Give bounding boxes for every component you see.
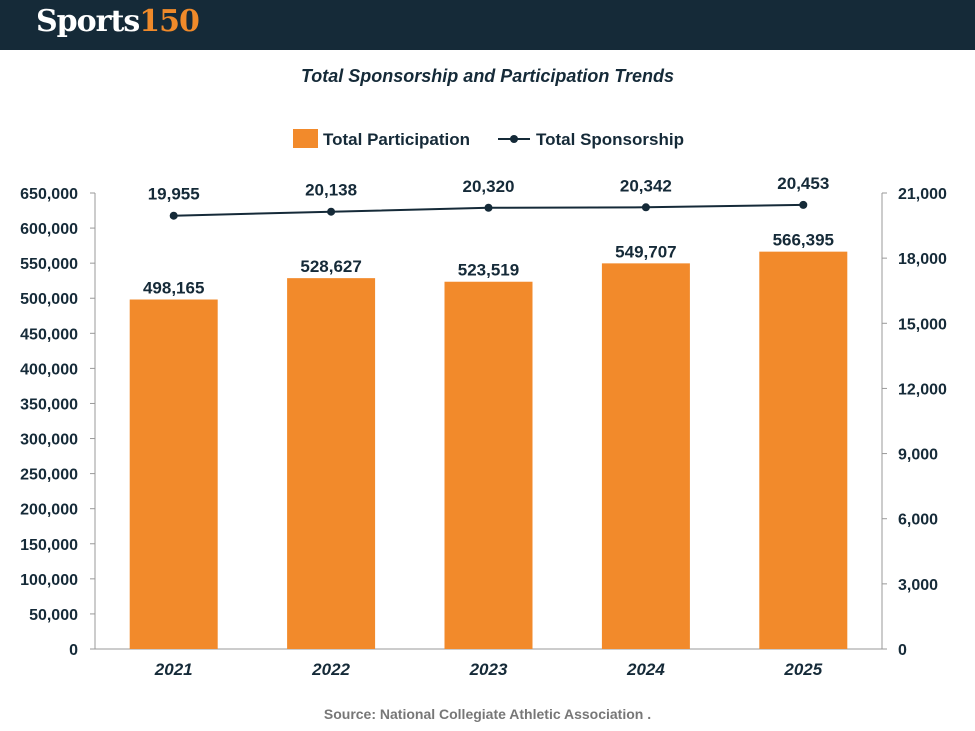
x-tick-label: 2024 [626, 660, 665, 679]
line-value-label: 20,342 [620, 176, 672, 195]
bar-2024 [601, 263, 690, 649]
bar-2022 [287, 278, 376, 649]
sponsorship-point [327, 207, 336, 216]
line-value-label: 20,320 [463, 177, 515, 196]
left-tick-label: 150,000 [20, 537, 78, 554]
source-note: Source: National Collegiate Athletic Ass… [323, 706, 652, 722]
bar-value-label: 549,707 [615, 242, 676, 261]
header-bar: Sports150 [0, 0, 975, 50]
sponsorship-point [799, 200, 808, 209]
legend-participation-label: Total Participation [323, 130, 470, 149]
line-value-label: 20,453 [777, 174, 829, 193]
left-tick-label: 650,000 [20, 186, 78, 203]
right-tick-label: 6,000 [898, 512, 938, 529]
bar-value-label: 498,165 [143, 279, 204, 298]
left-tick-label: 100,000 [20, 572, 78, 589]
left-tick-label: 300,000 [20, 432, 78, 449]
right-tick-label: 18,000 [898, 251, 947, 268]
right-tick-label: 0 [898, 642, 907, 659]
right-tick-label: 9,000 [898, 447, 938, 464]
sports150-logo[interactable]: Sports150 [36, 4, 200, 39]
bar-value-label: 528,627 [300, 257, 361, 276]
left-tick-label: 200,000 [20, 502, 78, 519]
left-tick-label: 500,000 [20, 291, 78, 308]
x-tick-label: 2021 [154, 660, 193, 679]
left-tick-label: 350,000 [20, 396, 78, 413]
chart-title: Total Sponsorship and Participation Tren… [300, 66, 675, 86]
sponsorship-point [484, 203, 493, 212]
right-tick-label: 3,000 [898, 577, 938, 594]
legend-line-marker [510, 135, 518, 143]
x-tick-label: 2023 [469, 660, 508, 679]
sponsorship-point [169, 211, 178, 220]
x-tick-label: 2025 [783, 660, 822, 679]
left-tick-label: 600,000 [20, 221, 78, 238]
bar-value-label: 523,519 [458, 261, 519, 280]
left-tick-label: 550,000 [20, 256, 78, 273]
left-tick-label: 450,000 [20, 326, 78, 343]
left-tick-label: 250,000 [20, 467, 78, 484]
left-tick-label: 50,000 [29, 607, 78, 624]
bar-2023 [444, 281, 533, 649]
legend-sponsorship-label: Total Sponsorship [536, 130, 684, 149]
x-tick-label: 2022 [311, 660, 350, 679]
legend-bar-swatch [293, 129, 318, 148]
sponsorship-point [641, 203, 650, 212]
bar-value-label: 566,395 [773, 231, 834, 250]
line-value-label: 20,138 [305, 181, 357, 200]
left-tick-label: 400,000 [20, 361, 78, 378]
bar-2021 [129, 299, 218, 649]
line-value-label: 19,955 [148, 185, 200, 204]
right-tick-label: 15,000 [898, 316, 947, 333]
right-tick-label: 21,000 [898, 186, 947, 203]
left-tick-label: 0 [69, 642, 78, 659]
bar-2025 [759, 251, 848, 649]
right-tick-label: 12,000 [898, 381, 947, 398]
